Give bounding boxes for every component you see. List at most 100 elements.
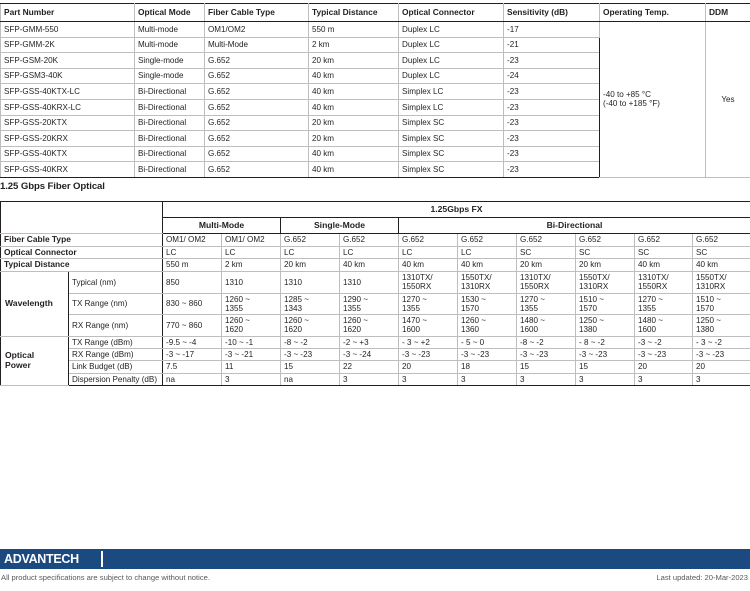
cell-wl-rx-range: 1480 ~ 1600 (634, 314, 693, 337)
cell-op-rx-range: -3 ~ -23 (516, 348, 576, 362)
cell-sensitivity: -23 (503, 52, 600, 69)
cell-wl-typical: 1550TX/ 1310RX (692, 270, 750, 294)
cell-optical-connector: Simplex SC (398, 145, 504, 163)
cell-op-link-budget: 15 (516, 360, 576, 374)
cell-wl-rx-range: 770 ~ 860 (162, 314, 222, 337)
cell-fiber-cable-type: G.652 (204, 98, 309, 116)
cell-optical-connector: Simplex LC (398, 98, 504, 116)
cell-optical-connector: LC (457, 245, 517, 260)
cell-part-number: SFP-GSS-40KRX (0, 161, 135, 178)
cell-wl-typical: 1310TX/ 1550RX (398, 270, 458, 294)
cell-sensitivity: -23 (503, 161, 600, 178)
row-wavelength-tx-range: TX Range (nm) 830 ~ 860 1260 ~ 1355 1285… (1, 292, 750, 316)
cell-optical-connector: Duplex LC (398, 21, 504, 38)
cell-op-dispersion: 3 (634, 372, 693, 386)
band-title-1-25gbps-fx: 1.25Gbps FX (162, 201, 750, 218)
cell-wl-tx-range: 1270 ~ 1355 (634, 292, 693, 316)
cell-optical-mode: Multi-mode (134, 21, 205, 38)
cell-fiber-cable-type: G.652 (204, 161, 309, 178)
cell-op-tx-range: -3 ~ -2 (634, 335, 693, 350)
label-op-dispersion: Dispersion Penalty (dB) (68, 372, 163, 386)
cell-typical-distance: 20 km (516, 258, 576, 272)
cell-op-dispersion: 3 (398, 372, 458, 386)
cell-wl-tx-range: 1290 ~ 1355 (339, 292, 399, 316)
cell-optical-mode: Bi-Directional (134, 98, 205, 116)
cell-op-link-budget: 20 (398, 360, 458, 374)
cell-fiber-cable-type: G.652 (692, 233, 750, 247)
cell-sensitivity: -17 (503, 21, 600, 38)
cell-sensitivity: -24 (503, 67, 600, 85)
cell-wl-typical: 850 (162, 270, 222, 294)
cell-optical-mode: Bi-Directional (134, 161, 205, 178)
cell-op-link-budget: 15 (575, 360, 635, 374)
cell-op-link-budget: 7.5 (162, 360, 222, 374)
cell-wl-rx-range: 1260 ~ 1360 (457, 314, 517, 337)
cell-optical-mode: Multi-mode (134, 36, 205, 54)
cell-fiber-cable-type: G.652 (204, 130, 309, 147)
cell-fiber-cable-type: OM1/OM2 (204, 21, 309, 38)
cell-wl-typical: 1550TX/ 1310RX (575, 270, 635, 294)
cell-typical-distance: 550 m (308, 21, 399, 38)
row-wavelength-typical: Wavelength Typical (nm) 850 1310 1310 13… (0, 270, 750, 337)
cell-wl-tx-range: 1510 ~ 1570 (692, 292, 750, 316)
cell-fiber-cable-type: G.652 (339, 233, 399, 247)
cell-typical-distance: 40 km (457, 258, 517, 272)
cell-wl-tx-range: 1285 ~ 1343 (280, 292, 340, 316)
cell-wl-tx-range: 1270 ~ 1355 (398, 292, 458, 316)
cell-op-rx-range: -3 ~ -23 (457, 348, 517, 362)
table1-header-row: Part Number Optical Mode Fiber Cable Typ… (0, 3, 750, 22)
cell-optical-connector: LC (162, 245, 222, 260)
cell-optical-mode: Single-mode (134, 52, 205, 69)
cell-wl-tx-range: 1270 ~ 1355 (516, 292, 576, 316)
cell-op-link-budget: 22 (339, 360, 399, 374)
cell-op-rx-range: -3 ~ -23 (280, 348, 340, 362)
table-row: SFP-GSS-40KTX-LC Bi-Directional G.652 40… (0, 83, 750, 100)
table-row: SFP-GMM-2K Multi-mode Multi-Mode 2 km Du… (0, 36, 750, 54)
label-op-link-budget: Link Budget (dB) (68, 360, 163, 374)
cell-typical-distance: 20 km (308, 130, 399, 147)
cell-sensitivity: -23 (503, 145, 600, 163)
cell-wl-tx-range: 1530 ~ 1570 (457, 292, 517, 316)
table-row: SFP-GSS-40KRX Bi-Directional G.652 40 km… (0, 161, 750, 178)
cell-op-rx-range: -3 ~ -23 (398, 348, 458, 362)
cell-op-rx-range: -3 ~ -24 (339, 348, 399, 362)
cell-typical-distance: 40 km (308, 67, 399, 85)
table2-corner-blank (0, 201, 163, 234)
cell-optical-connector: LC (221, 245, 281, 260)
label-wl-tx-range: TX Range (nm) (68, 292, 163, 316)
cell-op-dispersion: na (162, 372, 222, 386)
row-typical-distance: Typical Distance 550 m 2 km 20 km 40 km … (0, 258, 750, 272)
footer-disclaimer: All product specifications are subject t… (1, 573, 210, 582)
cell-typical-distance: 20 km (308, 52, 399, 69)
cell-optical-connector: LC (280, 245, 340, 260)
cell-fiber-cable-type: G.652 (280, 233, 340, 247)
cell-sensitivity: -21 (503, 36, 600, 54)
cell-fiber-cable-type: G.652 (204, 83, 309, 100)
col-sensitivity: Sensitivity (dB) (503, 3, 600, 22)
cell-optical-connector: Simplex LC (398, 83, 504, 100)
label-wavelength: Wavelength (0, 270, 69, 337)
cell-op-tx-range: - 8 ~ -2 (575, 335, 635, 350)
cell-fiber-cable-type: G.652 (634, 233, 693, 247)
col-optical-connector: Optical Connector (398, 3, 504, 22)
cell-op-link-budget: 20 (692, 360, 750, 374)
cell-part-number: SFP-GSM3-40K (0, 67, 135, 85)
footer-last-updated: Last updated: 20-Mar-2023 (656, 573, 748, 582)
cell-wl-rx-range: 1260 ~ 1620 (221, 314, 281, 337)
table-row: SFP-GSS-40KTX Bi-Directional G.652 40 km… (0, 145, 750, 163)
cell-wl-typical: 1310TX/ 1550RX (516, 270, 576, 294)
row-power-tx-range: Optical Power TX Range (dBm) -9.5 ~ -4 -… (0, 335, 750, 386)
cell-typical-distance: 40 km (692, 258, 750, 272)
cell-wl-typical: 1310 (280, 270, 340, 294)
sfp-product-matrix-table: Part Number Optical Mode Fiber Cable Typ… (0, 3, 750, 178)
cell-typical-distance: 20 km (575, 258, 635, 272)
table-row: SFP-GMM-550 Multi-mode OM1/OM2 550 m Dup… (0, 21, 750, 178)
cell-op-link-budget: 15 (280, 360, 340, 374)
cell-typical-distance: 40 km (308, 161, 399, 178)
cell-optical-connector: SC (634, 245, 693, 260)
label-wl-rx-range: RX Range (nm) (68, 314, 163, 337)
cell-fiber-cable-type: G.652 (457, 233, 517, 247)
cell-op-dispersion: 3 (457, 372, 517, 386)
cell-op-tx-range: -10 ~ -1 (221, 335, 281, 350)
